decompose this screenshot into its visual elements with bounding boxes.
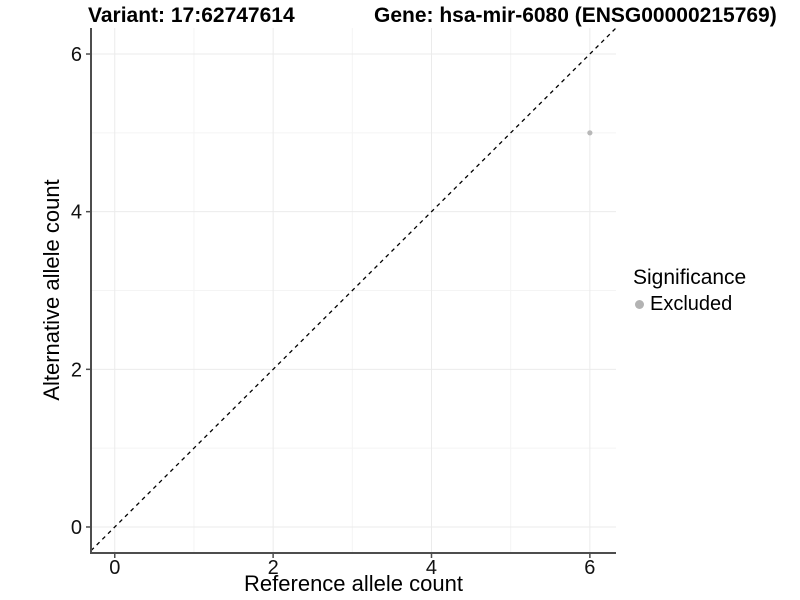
x-tick-label: 0: [109, 557, 120, 579]
legend-point-icon: [635, 300, 644, 309]
x-tick-label: 6: [584, 557, 595, 579]
y-tick-label: 4: [71, 202, 82, 224]
y-tick-label: 2: [71, 359, 82, 381]
plot-title-variant: Variant: 17:62747614: [88, 4, 295, 27]
legend: Significance Excluded: [629, 266, 746, 316]
identity-line: [90, 27, 617, 552]
x-tick-label: 4: [426, 557, 437, 579]
legend-item-excluded: Excluded: [629, 293, 746, 316]
y-tick-label: 0: [71, 517, 82, 539]
legend-title: Significance: [633, 266, 747, 289]
x-axis-label: Reference allele count: [244, 571, 463, 596]
x-tick-label: 2: [268, 557, 279, 579]
y-tick-label: 6: [71, 44, 82, 66]
legend-item-label: Excluded: [650, 293, 733, 315]
data-point-excluded: [587, 130, 593, 136]
plot-title-gene: Gene: hsa-mir-6080 (ENSG00000215769): [374, 4, 777, 27]
